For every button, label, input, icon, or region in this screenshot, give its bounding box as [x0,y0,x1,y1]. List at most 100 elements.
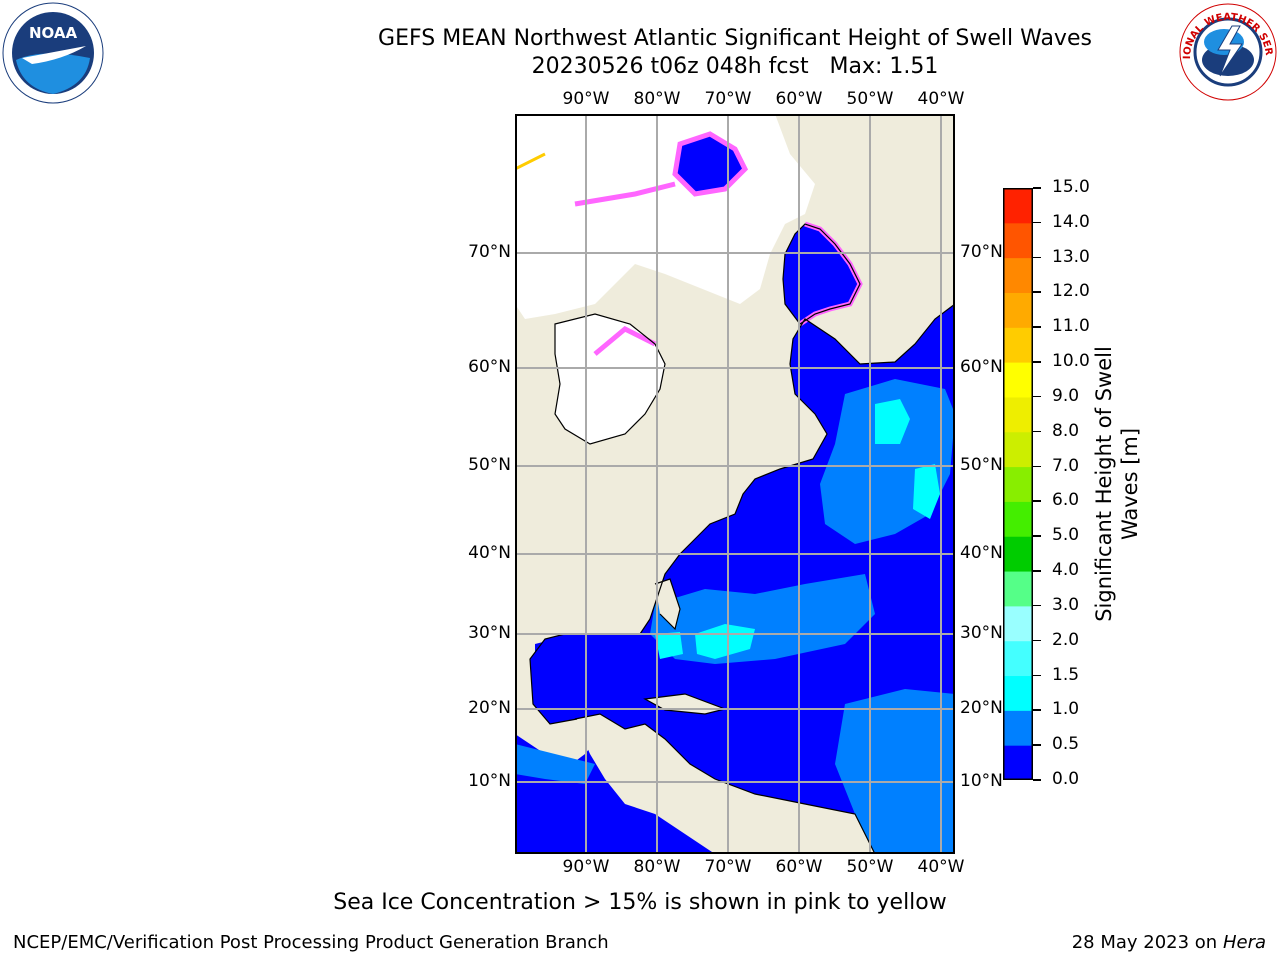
colorbar-segment-10 [1003,396,1033,433]
lon-label-bottom-2: 70°W [704,857,752,877]
credit-text: NCEP/EMC/Verification Post Processing Pr… [13,932,609,953]
colorbar-tick-mark [1033,395,1041,398]
swell-0.5-1.0-caribbean [515,744,595,784]
lat-label-right-2: 50°N [960,455,1003,475]
colorbar-segment-4 [1003,605,1033,642]
colorbar-tick-label: 10.0 [1052,351,1090,372]
colorbar [1003,188,1033,780]
lon-label-bottom-5: 40°W [917,857,965,877]
lon-label-top-5: 40°W [917,89,965,109]
colorbar-tick-label: 5.0 [1052,525,1080,546]
colorbar-tick-mark [1033,604,1041,607]
colorbar-tick-label: 6.0 [1052,490,1080,511]
lat-label-right-0: 70°N [960,242,1003,262]
swell-1.0-1.5-c [695,624,755,659]
swell-1.0-1.5-d [655,632,683,659]
colorbar-tick-label: 1.5 [1052,664,1080,685]
colorbar-segment-15 [1003,222,1033,259]
colorbar-segment-8 [1003,466,1033,502]
colorbar-tick-mark [1033,535,1041,537]
noaa-logo: NOAA [2,2,104,104]
lon-label-top-4: 50°W [846,89,894,109]
gridlines [515,114,955,854]
colorbar-tick-label: 7.0 [1052,455,1080,476]
lon-label-top-2: 70°W [704,89,752,109]
lon-label-bottom-4: 50°W [846,857,894,877]
colorbar-tick-label: 0.0 [1052,769,1080,789]
run-date: 28 May 2023 on Hera [1072,932,1266,953]
colorbar-tick-mark [1033,500,1041,502]
colorbar-segment-5 [1003,571,1033,607]
swell-1.0-1.5-a [875,399,910,444]
swell-1.0-1.5-b [913,464,940,519]
colorbar-segment-12 [1003,327,1033,363]
lon-label-bottom-1: 80°W [633,857,681,877]
lon-label-bottom-0: 90°W [562,857,610,877]
machine-name: Hera [1222,932,1266,953]
gulf-of-mexico [535,634,655,714]
colorbar-tick-mark [1033,187,1041,189]
colorbar-tick-label: 3.0 [1052,594,1080,615]
colorbar-label-line2: Waves [m] [1118,427,1142,541]
chart-subtitle: 20230526 t06z 048h fcst Max: 1.51 [531,54,939,79]
colorbar-tick-label: 0.5 [1052,734,1080,755]
lat-label-left-6: 10°N [468,771,511,791]
lon-label-bottom-3: 60°W [775,857,823,877]
lat-label-left-1: 60°N [468,357,511,377]
colorbar-segment-6 [1003,536,1033,572]
swell-0.5-1.0-south [835,689,955,854]
lat-label-left-2: 50°N [468,455,511,475]
colorbar-tick-label: 9.0 [1052,385,1080,406]
colorbar-tick-mark [1033,361,1041,363]
lon-label-top-1: 80°W [633,89,681,109]
lon-label-top-0: 90°W [562,89,610,109]
colorbar-segment-11 [1003,362,1033,398]
colorbar-segment-16 [1003,188,1033,224]
colorbar-segment-14 [1003,257,1033,293]
ocean-labrador-sea [783,224,860,324]
colorbar-tick-label: 1.0 [1052,699,1080,720]
lat-label-left-4: 30°N [468,623,511,643]
colorbar-segment-13 [1003,292,1033,328]
colorbar-frame [1003,188,1033,780]
lon-label-top-3: 60°W [775,89,823,109]
chart-title: GEFS MEAN Northwest Atlantic Significant… [378,26,1092,51]
lat-label-left-0: 70°N [468,242,511,262]
colorbar-label: Significant Height of Swell Waves [m] [1091,346,1143,622]
lat-label-right-3: 40°N [960,543,1003,563]
hudson-bay [555,314,665,444]
lat-label-right-4: 30°N [960,623,1003,643]
colorbar-tick-label: 12.0 [1052,281,1090,302]
colorbar-segment-1 [1003,710,1033,746]
map-frame [515,114,955,854]
colorbar-tick-label: 14.0 [1052,211,1090,232]
swell-height-map [515,114,955,854]
colorbar-tick-mark [1033,570,1041,572]
colorbar-segment-9 [1003,431,1033,468]
colorbar-tick-mark [1033,326,1041,328]
colorbar-tick-mark [1033,256,1041,259]
date-text: 28 May 2023 on [1071,932,1218,953]
colorbar-tick-label: 8.0 [1052,420,1080,441]
colorbar-segment-2 [1003,675,1033,711]
colorbar-tick-label: 2.0 [1052,629,1080,650]
colorbar-tick-label: 4.0 [1052,560,1080,581]
lat-label-left-5: 20°N [468,698,511,718]
lat-label-left-3: 40°N [468,543,511,563]
colorbar-tick-mark [1033,709,1041,711]
colorbar-tick-mark [1033,291,1041,293]
colorbar-tick-label: 15.0 [1052,177,1090,197]
colorbar-tick-label: 11.0 [1052,316,1090,337]
sea-ice-note: Sea Ice Concentration > 15% is shown in … [333,890,947,915]
colorbar-tick-mark [1033,639,1041,642]
noaa-logo-text: NOAA [29,24,78,42]
colorbar-tick-mark [1033,430,1041,433]
colorbar-tick-mark [1033,779,1041,781]
colorbar-segment-0 [1003,745,1033,780]
lat-label-right-1: 60°N [960,357,1003,377]
colorbar-tick-label: 13.0 [1052,246,1090,267]
nws-logo: NATIONAL WEATHER SERVICE [1178,2,1277,101]
colorbar-segment-3 [1003,640,1033,677]
colorbar-tick-mark [1033,744,1041,746]
colorbar-segment-7 [1003,501,1033,537]
